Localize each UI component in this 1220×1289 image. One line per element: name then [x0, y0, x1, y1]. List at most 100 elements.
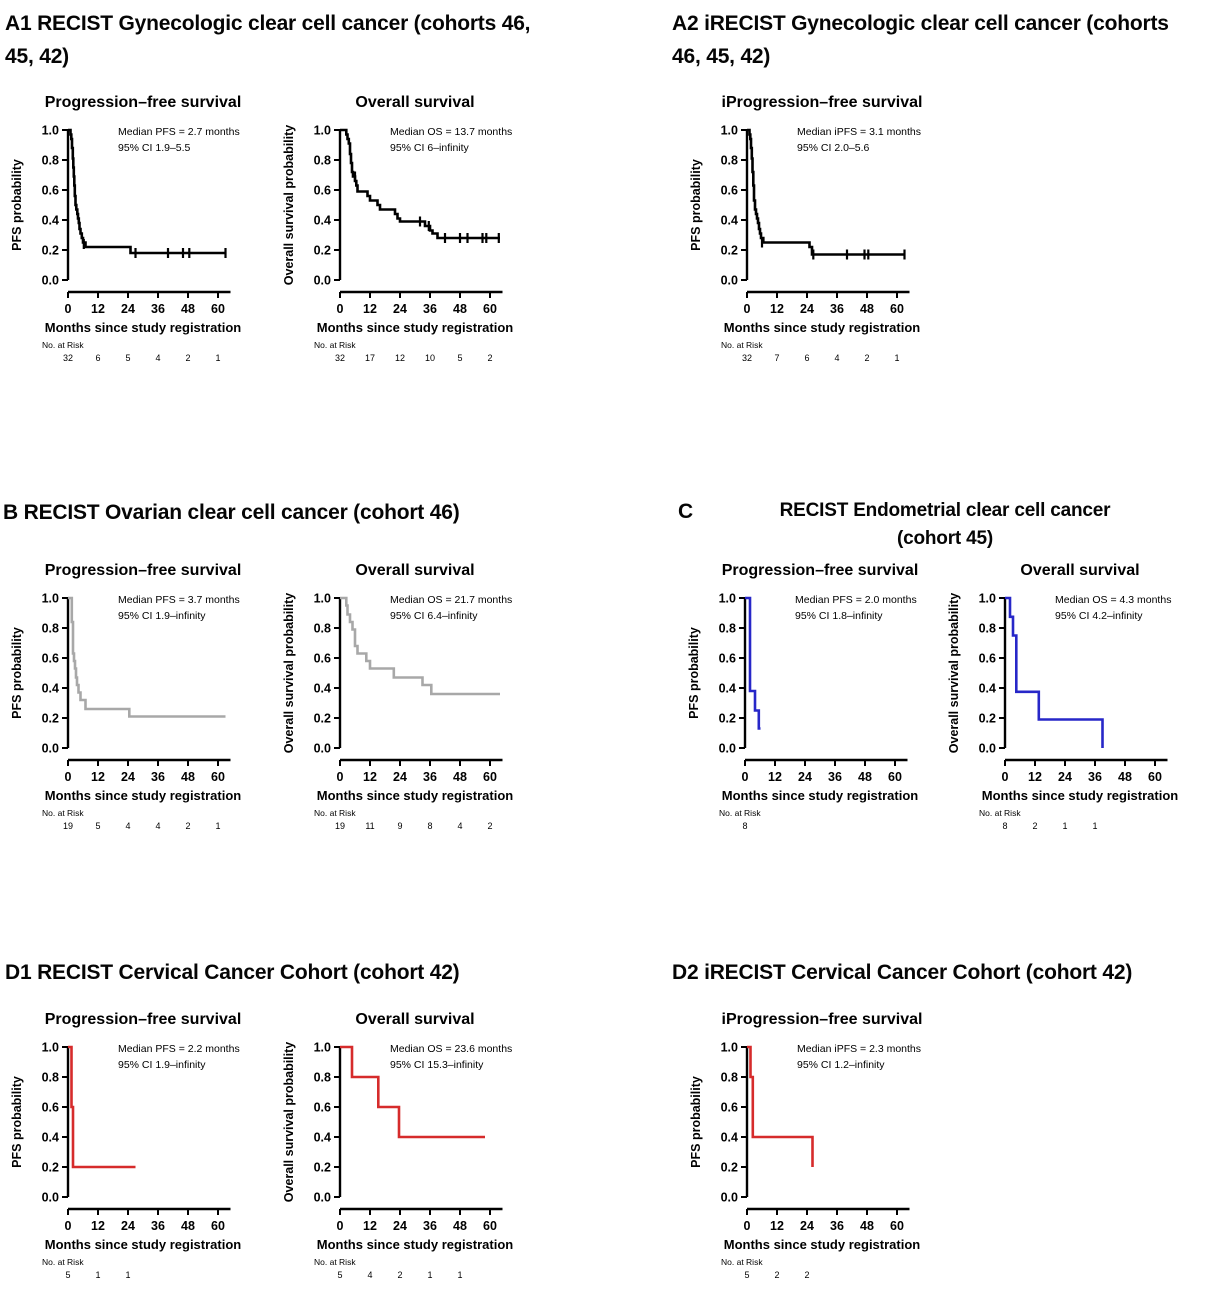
x-tick-label: 36 [423, 302, 437, 316]
km-plot-d1-os: Overall survival Median OS = 23.6 months 9… [280, 1002, 548, 1284]
x-axis-label: Months since study registration [317, 320, 514, 335]
risk-count: 5 [744, 1270, 749, 1280]
x-tick-label: 36 [151, 1219, 165, 1233]
risk-label: No. at Risk [42, 808, 84, 818]
y-tick-label: 1.0 [314, 124, 331, 138]
x-tick-label: 48 [453, 770, 467, 784]
risk-label: No. at Risk [42, 340, 84, 350]
y-tick-label: 0.4 [314, 682, 331, 696]
x-tick-label: 48 [860, 1219, 874, 1233]
y-tick-label: 0.2 [314, 244, 331, 258]
y-tick-label: 0.0 [314, 274, 331, 288]
risk-count: 4 [834, 353, 839, 363]
km-plot-d2-ipfs: iProgression–free survival Median iPFS = … [687, 1002, 955, 1284]
km-plot-a1-os: Overall survival Median OS = 13.7 months 9… [280, 85, 548, 367]
y-tick-label: 0.0 [42, 742, 59, 756]
heading-line: (cohort 45) [897, 527, 993, 549]
x-tick-label: 12 [91, 770, 105, 784]
x-tick-label: 36 [423, 770, 437, 784]
x-tick-label: 12 [770, 1219, 784, 1233]
heading-line: 45, 42) [5, 44, 69, 68]
risk-label: No. at Risk [721, 1257, 763, 1267]
x-tick-label: 48 [1118, 770, 1132, 784]
x-tick-label: 60 [483, 302, 497, 316]
y-tick-label: 1.0 [719, 592, 736, 606]
heading-line: RECIST Endometrial clear cell cancer [779, 500, 1111, 521]
y-tick-label: 0.2 [314, 712, 331, 726]
km-svg: Progression–free survival Median PFS = 2.… [10, 94, 241, 363]
km-curve [68, 596, 226, 718]
km-curve [747, 1045, 814, 1167]
y-axis-label: Overall survival probability [947, 593, 961, 754]
y-tick-label: 0.8 [42, 622, 59, 636]
risk-count: 2 [774, 1270, 779, 1280]
x-axis-label: Months since study registration [45, 788, 242, 803]
panel-heading-a2: A2 iRECIST Gynecologic clear cell cancer… [672, 8, 1220, 73]
y-axis-label: PFS probability [10, 159, 24, 251]
plot-title: Progression–free survival [45, 562, 242, 579]
km-plot-a1-pfs: Progression–free survival Median PFS = 2.… [8, 85, 276, 367]
y-tick-label: 0.2 [721, 244, 738, 258]
plot-title: Overall survival [355, 1011, 474, 1028]
x-tick-label: 0 [65, 302, 72, 316]
y-tick-label: 0.4 [42, 682, 59, 696]
panel-heading-d1: D1 RECIST Cervical Cancer Cohort (cohort… [5, 957, 620, 990]
km-plot-b-pfs: Progression–free survival Median PFS = 3.… [8, 553, 276, 835]
risk-count: 1 [95, 1270, 100, 1280]
risk-count: 5 [125, 353, 130, 363]
x-tick-label: 36 [1088, 770, 1102, 784]
risk-count: 8 [742, 821, 747, 831]
y-tick-label: 0.2 [979, 712, 996, 726]
km-curve [745, 596, 761, 730]
plot-title: Overall survival [355, 562, 474, 579]
risk-count: 2 [397, 1270, 402, 1280]
x-tick-label: 36 [151, 770, 165, 784]
y-tick-label: 1.0 [979, 592, 996, 606]
y-axis-label: PFS probability [687, 627, 701, 719]
annotation-line: Median OS = 21.7 months [390, 594, 512, 606]
panel-heading-a1: A1 RECIST Gynecologic clear cell cancer … [5, 8, 620, 73]
x-tick-label: 48 [858, 770, 872, 784]
y-tick-label: 0.0 [721, 274, 738, 288]
x-tick-label: 12 [770, 302, 784, 316]
y-tick-label: 0.0 [721, 1191, 738, 1205]
km-curve [340, 596, 500, 696]
x-tick-label: 24 [393, 1219, 407, 1233]
risk-count: 6 [95, 353, 100, 363]
y-tick-label: 0.6 [42, 652, 59, 666]
y-tick-label: 0.6 [314, 652, 331, 666]
heading-line: B RECIST Ovarian clear cell cancer (coho… [3, 501, 460, 524]
y-tick-label: 0.0 [42, 274, 59, 288]
x-tick-label: 0 [65, 1219, 72, 1233]
panel-heading-c: RECIST Endometrial clear cell cancer (co… [730, 497, 1160, 552]
x-axis-label: Months since study registration [317, 788, 514, 803]
km-svg: iProgression–free survival Median iPFS = … [689, 94, 922, 363]
risk-count: 17 [365, 353, 375, 363]
km-svg: Overall survival Median OS = 4.3 months 95… [947, 562, 1178, 831]
risk-count: 1 [1092, 821, 1097, 831]
x-tick-label: 60 [211, 302, 225, 316]
annotation-line: 95% CI 1.8–infinity [795, 610, 883, 622]
x-axis-label: Months since study registration [317, 1237, 514, 1252]
risk-count: 2 [487, 821, 492, 831]
risk-count: 12 [395, 353, 405, 363]
km-plot-b-os: Overall survival Median OS = 21.7 months 9… [280, 553, 548, 835]
y-tick-label: 1.0 [314, 1041, 331, 1055]
risk-count: 4 [457, 821, 462, 831]
x-tick-label: 48 [181, 1219, 195, 1233]
annotation-line: Median OS = 23.6 months [390, 1043, 512, 1055]
y-axis-label: Overall survival probability [282, 593, 296, 754]
y-tick-label: 0.8 [314, 1071, 331, 1085]
y-tick-label: 0.4 [314, 1131, 331, 1145]
y-tick-label: 0.8 [314, 154, 331, 168]
x-tick-label: 60 [1148, 770, 1162, 784]
x-tick-label: 48 [453, 1219, 467, 1233]
risk-count: 19 [335, 821, 345, 831]
x-axis-label: Months since study registration [722, 788, 919, 803]
risk-count: 10 [425, 353, 435, 363]
risk-label: No. at Risk [314, 1257, 356, 1267]
risk-count: 1 [427, 1270, 432, 1280]
risk-count: 5 [457, 353, 462, 363]
km-curve [747, 128, 905, 256]
risk-count: 2 [185, 821, 190, 831]
